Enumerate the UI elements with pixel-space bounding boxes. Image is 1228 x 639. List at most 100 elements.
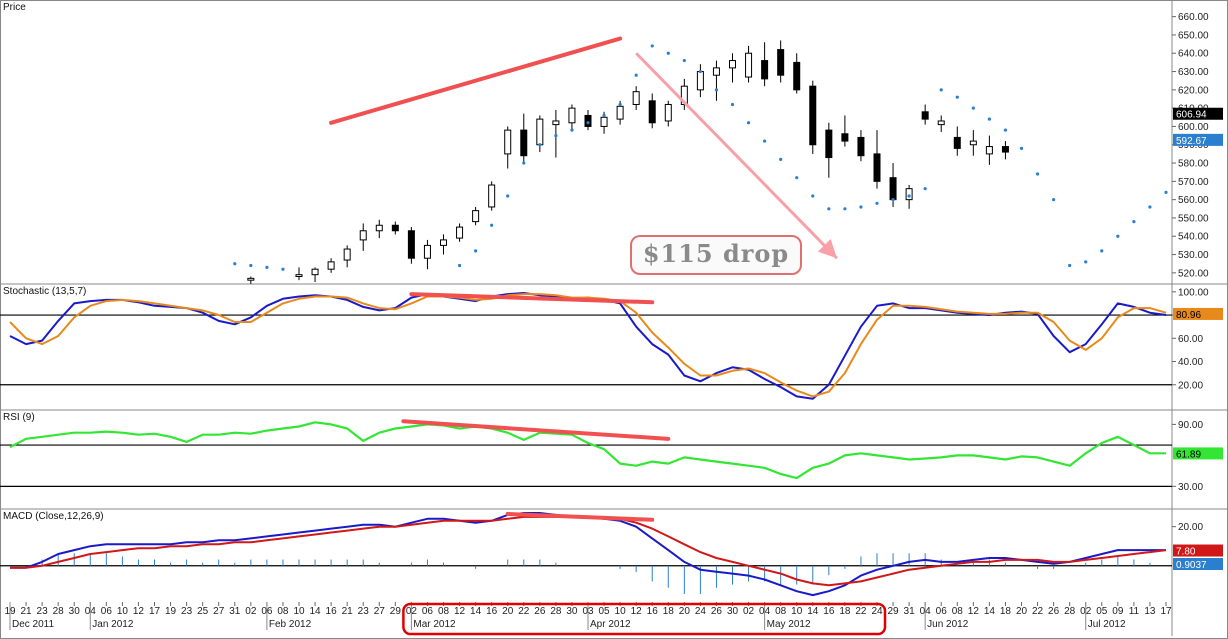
y-tick-label: 60.00 bbox=[1178, 334, 1203, 345]
candle-body bbox=[327, 261, 335, 270]
psar-dot bbox=[538, 143, 542, 147]
candle-body bbox=[761, 60, 769, 80]
last-value-tag bbox=[1173, 544, 1223, 557]
x-tick-label: 05 bbox=[1096, 606, 1108, 617]
x-tick-label: 10 bbox=[293, 606, 305, 617]
last-value-tag bbox=[1173, 107, 1223, 120]
macd-line bbox=[10, 512, 1166, 597]
x-tick-label: 08 bbox=[775, 606, 787, 617]
x-tick-label: 11 bbox=[1129, 606, 1140, 617]
psar-dot bbox=[554, 133, 558, 138]
candle-body bbox=[905, 188, 913, 201]
x-tick-label: 22 bbox=[855, 606, 867, 617]
x-tick-label: 12 bbox=[631, 606, 643, 617]
candle-body bbox=[536, 118, 544, 146]
trendline-price bbox=[329, 36, 623, 125]
panel-title-macd: MACD (Close,12,26,9) bbox=[3, 511, 104, 522]
x-tick-label: 05 bbox=[598, 606, 610, 617]
x-tick-label: 12 bbox=[133, 606, 145, 617]
psar-dot bbox=[682, 58, 686, 63]
psar-dot bbox=[490, 223, 494, 227]
y-tick-label: 550.00 bbox=[1178, 213, 1209, 224]
x-tick-label: 28 bbox=[53, 606, 65, 617]
psar-dot bbox=[843, 207, 847, 211]
x-tick-label: 30 bbox=[727, 606, 739, 617]
x-tick-label: 16 bbox=[823, 606, 835, 617]
panel-title-price: Price bbox=[3, 2, 26, 13]
x-tick-label: 06 bbox=[101, 606, 113, 617]
x-tick-label: 10 bbox=[117, 606, 129, 617]
y-tick-label: 530.00 bbox=[1178, 250, 1209, 261]
x-tick-label: 18 bbox=[1000, 606, 1012, 617]
x-tick-label: 14 bbox=[984, 606, 996, 617]
psar-dot bbox=[1148, 205, 1152, 209]
psar-dot bbox=[1052, 198, 1056, 202]
psar-dot bbox=[859, 205, 863, 209]
psar-dot bbox=[666, 51, 670, 55]
x-tick-label: 16 bbox=[486, 606, 498, 617]
candle-body bbox=[777, 49, 785, 76]
psar-dot bbox=[730, 102, 735, 107]
month-label: Jun 2012 bbox=[927, 619, 969, 630]
x-tick-label: 23 bbox=[181, 606, 193, 617]
x-tick-label: 06 bbox=[422, 606, 434, 617]
x-tick-label: 08 bbox=[438, 606, 450, 617]
psar-dot bbox=[506, 194, 510, 198]
psar-dot bbox=[1116, 234, 1120, 238]
x-tick-label: 23 bbox=[37, 606, 49, 617]
x-tick-label: 08 bbox=[952, 606, 964, 617]
x-tick-label: 22 bbox=[1032, 606, 1044, 617]
x-tick-label: 12 bbox=[454, 606, 466, 617]
candle-body bbox=[456, 226, 464, 239]
candle-body bbox=[841, 133, 849, 142]
candle-body bbox=[648, 100, 656, 124]
y-tick-label: 580.00 bbox=[1178, 159, 1209, 170]
candle-body bbox=[664, 103, 672, 122]
x-tick-label: 09 bbox=[1112, 606, 1124, 617]
x-tick-label: 02 bbox=[743, 606, 755, 617]
candle-body bbox=[311, 268, 319, 276]
candle-body bbox=[793, 61, 801, 91]
y-tick-label: 650.00 bbox=[1178, 30, 1209, 41]
last-value-label: 61.89 bbox=[1176, 449, 1201, 460]
x-tick-label: 20 bbox=[679, 606, 691, 617]
candle-body bbox=[873, 153, 881, 182]
psar-dot bbox=[891, 198, 895, 202]
candle-body bbox=[712, 67, 720, 76]
x-tick-label: 26 bbox=[711, 606, 723, 617]
x-tick-label: 30 bbox=[69, 606, 81, 617]
callout-label: $115 drop bbox=[643, 239, 789, 268]
x-tick-label: 02 bbox=[245, 606, 257, 617]
x-tick-label: 18 bbox=[663, 606, 675, 617]
month-label: Feb 2012 bbox=[269, 619, 312, 630]
y-tick-label: 40.00 bbox=[1178, 357, 1203, 368]
psar-dot bbox=[233, 262, 237, 266]
psar-dot bbox=[1003, 128, 1008, 132]
candle-body bbox=[423, 244, 431, 259]
month-label: Jul 2012 bbox=[1088, 619, 1126, 630]
callout-frame bbox=[630, 235, 802, 275]
y-tick-label: 630.00 bbox=[1178, 67, 1209, 78]
candle-body bbox=[985, 146, 993, 155]
month-label: Mar 2012 bbox=[413, 619, 456, 630]
stochastic-d-line bbox=[9, 293, 1167, 398]
psar-dot bbox=[907, 194, 911, 198]
candle-body bbox=[359, 230, 367, 241]
y-tick-label: 520.00 bbox=[1178, 268, 1209, 279]
x-tick-label: 28 bbox=[1064, 606, 1076, 617]
x-tick-label: 08 bbox=[277, 606, 289, 617]
psar-dot bbox=[1035, 172, 1040, 176]
psar-dot bbox=[779, 157, 783, 161]
psar-dot bbox=[795, 176, 799, 180]
psar-dot bbox=[1164, 190, 1168, 194]
x-tick-label: 17 bbox=[1160, 606, 1172, 617]
psar-dot bbox=[714, 88, 719, 92]
psar-dot bbox=[827, 207, 831, 211]
x-tick-label: 20 bbox=[502, 606, 514, 617]
candle-body bbox=[857, 136, 865, 157]
x-tick-label: 28 bbox=[550, 606, 562, 617]
x-tick-label: 14 bbox=[470, 606, 482, 617]
candle-body bbox=[745, 52, 753, 78]
last-value-tag bbox=[1173, 307, 1223, 320]
